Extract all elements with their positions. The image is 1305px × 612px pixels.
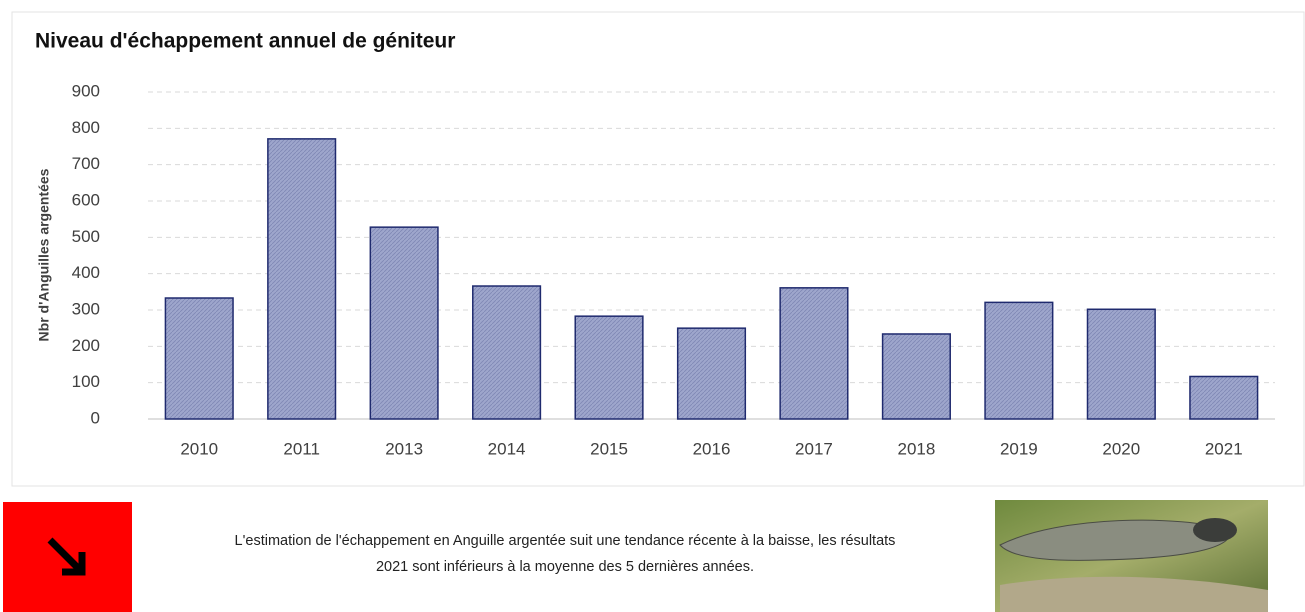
note: L'estimation de l'échappement en Anguill… [140,528,990,580]
bar [1088,309,1156,419]
x-tick-label: 2018 [897,439,935,458]
y-axis-label: Nbr d'Anguilles argentées [36,168,52,341]
bar [575,316,643,419]
x-tick-label: 2010 [180,439,218,458]
x-tick-label: 2014 [488,439,526,458]
y-tick-label: 500 [72,227,100,246]
x-tick-label: 2020 [1102,439,1140,458]
eel-photo [995,500,1268,612]
x-tick-label: 2015 [590,439,628,458]
bar [678,328,746,419]
y-tick-label: 100 [72,372,100,391]
y-tick-label: 0 [91,408,100,427]
y-tick-label: 400 [72,263,100,282]
chart-title: Niveau d'échappement annuel de géniteur [35,30,455,53]
note-line: L'estimation de l'échappement en Anguill… [140,528,990,554]
x-tick-label: 2021 [1205,439,1243,458]
x-tick-label: 2017 [795,439,833,458]
x-tick-label: 2019 [1000,439,1038,458]
y-tick-label: 200 [72,336,100,355]
page: {"chart_data": {"type": "bar", "title": … [0,0,1305,612]
bar [268,139,336,419]
bar [165,298,233,419]
y-tick-label: 800 [72,118,100,137]
bar [370,227,438,419]
note-line: 2021 sont inférieurs à la moyenne des 5 … [140,554,990,580]
x-tick-label: 2013 [385,439,423,458]
y-tick-label: 900 [72,81,100,100]
x-tick-label: 2011 [283,439,320,458]
bar [1190,376,1258,419]
bar [473,286,541,419]
x-tick-label: 2016 [693,439,731,458]
y-tick-label: 700 [72,154,100,173]
y-tick-label: 300 [72,299,100,318]
chart: Niveau d'échappement annuel de géniteur … [0,0,1305,612]
bar [780,288,848,419]
bar [985,302,1053,419]
bar [883,334,951,419]
y-tick-label: 600 [72,190,100,209]
